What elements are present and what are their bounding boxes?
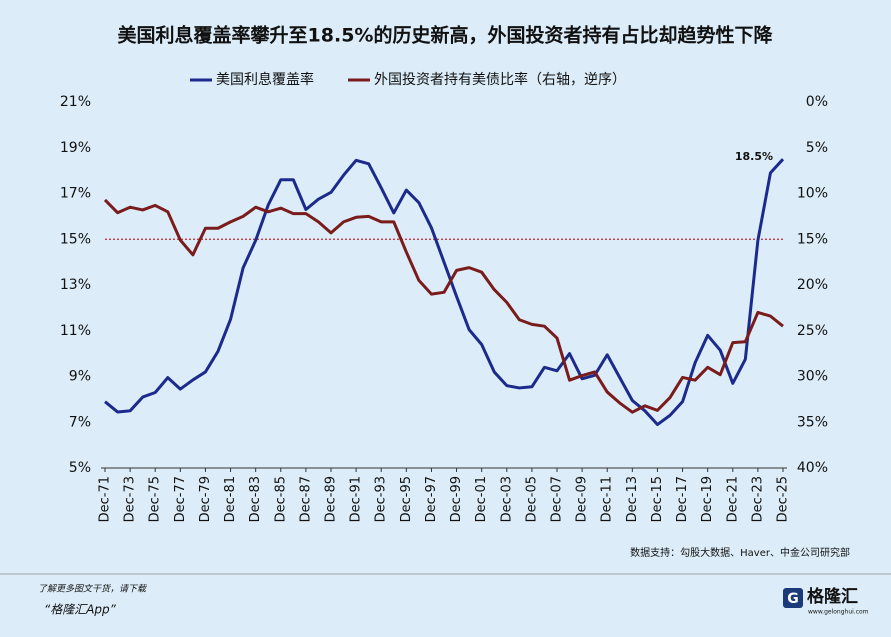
legend-label: 美国利息覆盖率 (216, 71, 314, 88)
x-tick-label: Dec-13 (625, 476, 640, 522)
x-tick-label: Dec-85 (273, 476, 288, 522)
y2-tick-label: 0% (806, 94, 828, 110)
y2-tick-label: 5% (806, 140, 828, 156)
logo-icon (783, 588, 803, 608)
y-tick-label: 7% (69, 414, 91, 430)
x-tick-label: Dec-17 (675, 476, 690, 522)
x-tick-label: Dec-23 (750, 476, 765, 522)
x-tick-label: Dec-21 (725, 476, 740, 522)
logo: 格隆汇 (807, 586, 858, 607)
source: 数据支持：勾股大数据、Haver、中金公司研究部 (630, 546, 850, 559)
x-tick-label: Dec-03 (499, 476, 514, 522)
logo-url: www.gelonghui.com (808, 609, 869, 616)
x-tick-label: Dec-95 (399, 476, 414, 522)
y-tick-label: 19% (60, 140, 91, 156)
x-tick-label: Dec-05 (524, 476, 539, 522)
x-tick-label: Dec-09 (575, 476, 590, 522)
x-tick-label: Dec-01 (474, 476, 489, 522)
annotation: 18.5% (735, 150, 773, 163)
x-tick-label: Dec-79 (198, 476, 213, 522)
x-tick-label: Dec-83 (248, 476, 263, 522)
y-tick-label: 5% (69, 460, 91, 476)
y2-tick-label: 40% (797, 460, 828, 476)
y2-tick-label: 15% (797, 231, 828, 247)
footer-line2: “格隆汇App” (44, 603, 117, 617)
x-tick-label: Dec-81 (223, 476, 238, 522)
x-tick-label: Dec-25 (776, 476, 791, 522)
y2-tick-label: 25% (797, 323, 828, 339)
y2-tick-label: 20% (797, 277, 828, 293)
y-tick-label: 17% (60, 186, 91, 202)
x-tick-label: Dec-87 (298, 476, 313, 522)
x-tick-label: Dec-71 (98, 476, 113, 522)
x-tick-label: Dec-07 (550, 476, 565, 522)
y2-tick-label: 10% (797, 186, 828, 202)
x-tick-label: Dec-73 (123, 476, 138, 522)
x-tick-label: Dec-11 (600, 476, 615, 522)
series-line (104, 158, 785, 427)
x-tick-label: Dec-89 (324, 476, 339, 522)
y-tick-label: 21% (60, 94, 91, 110)
legend-label: 外国投资者持有美债比率（右轴，逆序） (374, 71, 626, 88)
series-line (103, 198, 784, 414)
footer-line1: 了解更多图文干货，请下载 (38, 584, 147, 595)
y-tick-label: 9% (69, 369, 91, 385)
y2-tick-label: 35% (797, 414, 828, 430)
x-tick-label: Dec-91 (349, 476, 364, 522)
y-tick-label: 13% (60, 277, 91, 293)
x-tick-label: Dec-15 (650, 476, 665, 522)
x-tick-label: Dec-19 (700, 476, 715, 522)
x-tick-label: Dec-75 (148, 476, 163, 522)
y2-tick-label: 30% (797, 369, 828, 385)
x-tick-label: Dec-97 (424, 476, 439, 522)
y-tick-label: 11% (60, 323, 91, 339)
x-tick-label: Dec-99 (449, 476, 464, 522)
logo-letter: G (787, 591, 799, 607)
chart-title: 美国利息覆盖率攀升至18.5%的历史新高，外国投资者持有占比却趋势性下降 (118, 24, 774, 47)
x-tick-label: Dec-77 (173, 476, 188, 522)
y-tick-label: 15% (60, 231, 91, 247)
x-tick-label: Dec-93 (374, 476, 389, 522)
